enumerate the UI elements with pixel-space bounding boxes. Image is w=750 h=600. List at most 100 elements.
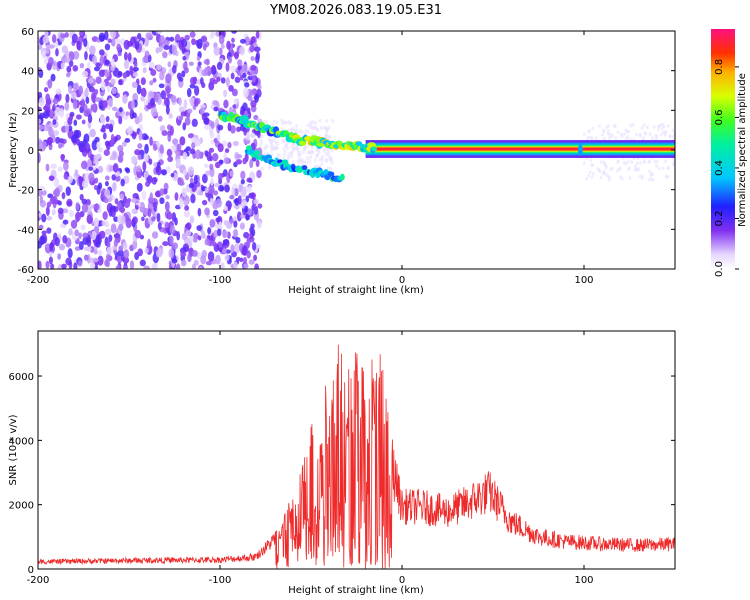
noise-cell [222,140,227,147]
noise-cell [633,168,637,172]
noise-cell [55,136,61,144]
noise-cell [647,160,651,165]
noise-cell [138,112,143,123]
noise-cell [639,134,642,138]
noise-cell [619,132,623,137]
noise-cell [208,147,215,153]
noise-cell [231,187,235,197]
noise-cell [65,186,71,197]
noise-cell [655,164,658,168]
noise-cell [77,260,83,267]
noise-cell [141,190,147,201]
noise-cell [46,201,52,208]
noise-cell [44,243,51,249]
noise-cell [164,201,170,212]
noise-cell [134,116,140,125]
noise-cell [242,157,248,165]
noise-cell [671,162,675,167]
noise-cell [64,32,69,38]
noise-cell [78,240,84,251]
noise-cell [144,50,150,58]
noise-cell [233,220,238,228]
noise-cell [231,37,235,43]
noise-cell [123,39,130,50]
noise-cell [189,31,196,38]
branch-cell [245,145,252,151]
noise-cell [184,117,191,126]
noise-cell [60,62,65,70]
noise-cell [97,249,103,256]
noise-cell [89,45,96,56]
noise-cell [236,211,242,222]
noise-cell [84,51,88,61]
noise-cell [666,166,670,171]
noise-cell [290,154,294,159]
noise-cell [109,155,115,161]
noise-cell [124,137,131,143]
noise-cell [118,79,122,85]
noise-cell [97,182,103,190]
noise-cell [242,102,248,112]
noise-cell [82,236,89,246]
noise-cell [125,168,131,174]
noise-cell [606,129,610,133]
noise-cell [51,209,56,216]
noise-cell [116,43,122,52]
snr-x-label: Height of straight line (km) [288,585,424,596]
noise-cell [600,160,603,164]
noise-cell [68,60,74,67]
noise-cell [169,36,175,42]
noise-cell [191,38,196,46]
noise-cell [249,192,256,200]
noise-cell [671,128,675,133]
noise-cell [92,165,97,171]
noise-cell [239,46,246,56]
noise-cell [42,140,47,150]
noise-cell [46,216,53,221]
noise-cell [653,160,657,164]
noise-cell [601,128,605,133]
noise-cell [150,97,155,107]
x-tick-label: -100 [209,275,232,286]
noise-cell [267,137,271,142]
noise-cell [139,259,146,267]
noise-cell [668,134,672,139]
noise-cell [49,242,54,252]
noise-cell [168,248,175,259]
noise-cell [296,148,300,153]
noise-cell [650,136,654,140]
noise-cell [72,99,78,110]
noise-cell [84,142,91,154]
noise-cell [234,51,239,60]
noise-cell [104,31,109,41]
noise-cell [87,158,92,167]
noise-cell [171,64,177,74]
noise-cell [76,40,81,51]
noise-cell [149,192,154,203]
noise-cell [613,124,617,129]
noise-cell [589,135,592,140]
noise-cell [107,196,113,203]
noise-cell [142,67,147,74]
noise-cell [207,227,212,235]
noise-cell [624,128,628,133]
noise-cell [59,223,66,228]
feature-cell [577,144,583,156]
noise-cell [79,31,84,37]
noise-cell [631,123,635,127]
noise-cell [608,135,612,140]
noise-cell [633,164,637,169]
noise-cell [172,138,179,145]
noise-cell [227,141,232,149]
noise-cell [223,219,230,226]
noise-cell [298,160,302,165]
noise-cell [146,104,153,110]
noise-cell [73,262,78,269]
noise-cell [78,175,83,187]
y-tick-label: -60 [18,265,34,276]
noise-cell [67,175,73,184]
noise-cell [273,138,277,143]
noise-cell [195,149,201,160]
noise-cell [143,152,149,163]
noise-cell [594,136,598,141]
